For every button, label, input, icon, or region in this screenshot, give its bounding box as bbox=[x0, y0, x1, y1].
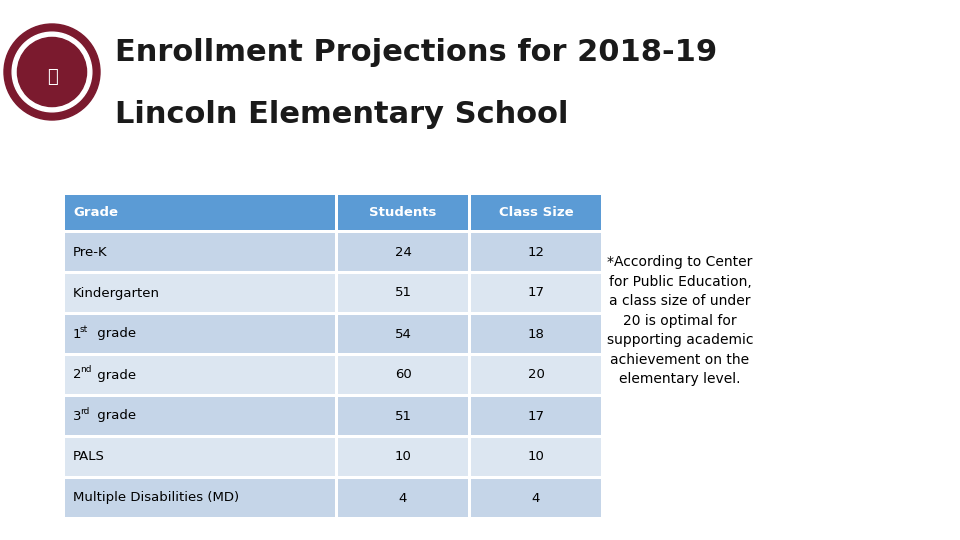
Bar bbox=[65, 356, 335, 394]
Bar bbox=[338, 315, 468, 353]
Bar bbox=[471, 233, 601, 271]
Text: 🐏: 🐏 bbox=[47, 68, 58, 86]
Bar bbox=[338, 233, 468, 271]
Circle shape bbox=[12, 32, 92, 112]
Text: Grade: Grade bbox=[73, 206, 118, 219]
Text: 17: 17 bbox=[527, 287, 544, 300]
Text: 1: 1 bbox=[73, 327, 82, 341]
Bar bbox=[471, 438, 601, 476]
Text: 4: 4 bbox=[398, 491, 407, 504]
Text: 60: 60 bbox=[395, 368, 412, 381]
Bar bbox=[471, 195, 601, 230]
Text: grade: grade bbox=[93, 368, 136, 381]
Bar bbox=[338, 397, 468, 435]
Text: rd: rd bbox=[80, 407, 89, 415]
Bar bbox=[338, 195, 468, 230]
Text: 17: 17 bbox=[527, 409, 544, 422]
Text: 4: 4 bbox=[532, 491, 540, 504]
Text: 51: 51 bbox=[395, 287, 412, 300]
Text: Kindergarten: Kindergarten bbox=[73, 287, 160, 300]
Bar bbox=[65, 438, 335, 476]
Bar bbox=[65, 479, 335, 517]
Text: nd: nd bbox=[80, 366, 91, 375]
Bar bbox=[338, 438, 468, 476]
Bar bbox=[471, 479, 601, 517]
Text: Multiple Disabilities (MD): Multiple Disabilities (MD) bbox=[73, 491, 239, 504]
Bar bbox=[338, 356, 468, 394]
Text: Pre-K: Pre-K bbox=[73, 246, 108, 259]
Text: 12: 12 bbox=[527, 246, 544, 259]
Text: grade: grade bbox=[93, 409, 136, 422]
Text: 51: 51 bbox=[395, 409, 412, 422]
Circle shape bbox=[4, 24, 100, 120]
Text: 10: 10 bbox=[395, 450, 412, 463]
Bar bbox=[65, 233, 335, 271]
Text: Students: Students bbox=[370, 206, 437, 219]
Bar bbox=[338, 479, 468, 517]
Text: PALS: PALS bbox=[73, 450, 105, 463]
Text: 2: 2 bbox=[73, 368, 82, 381]
Bar bbox=[471, 356, 601, 394]
Bar bbox=[65, 274, 335, 312]
Circle shape bbox=[17, 37, 86, 106]
Text: Lincoln Elementary School: Lincoln Elementary School bbox=[115, 100, 568, 129]
Bar bbox=[471, 397, 601, 435]
Text: st: st bbox=[80, 325, 88, 334]
Bar bbox=[338, 274, 468, 312]
Text: Class Size: Class Size bbox=[498, 206, 573, 219]
Bar bbox=[471, 274, 601, 312]
Text: 54: 54 bbox=[395, 327, 412, 341]
Text: 18: 18 bbox=[528, 327, 544, 341]
Text: grade: grade bbox=[93, 327, 136, 341]
Bar bbox=[471, 315, 601, 353]
Bar bbox=[65, 397, 335, 435]
Text: 3: 3 bbox=[73, 409, 82, 422]
Text: 20: 20 bbox=[528, 368, 544, 381]
Bar bbox=[65, 315, 335, 353]
Text: *According to Center
for Public Education,
a class size of under
20 is optimal f: *According to Center for Public Educatio… bbox=[607, 255, 754, 386]
Text: 10: 10 bbox=[528, 450, 544, 463]
Bar bbox=[65, 195, 335, 230]
Text: 24: 24 bbox=[395, 246, 412, 259]
Text: Enrollment Projections for 2018-19: Enrollment Projections for 2018-19 bbox=[115, 38, 717, 67]
